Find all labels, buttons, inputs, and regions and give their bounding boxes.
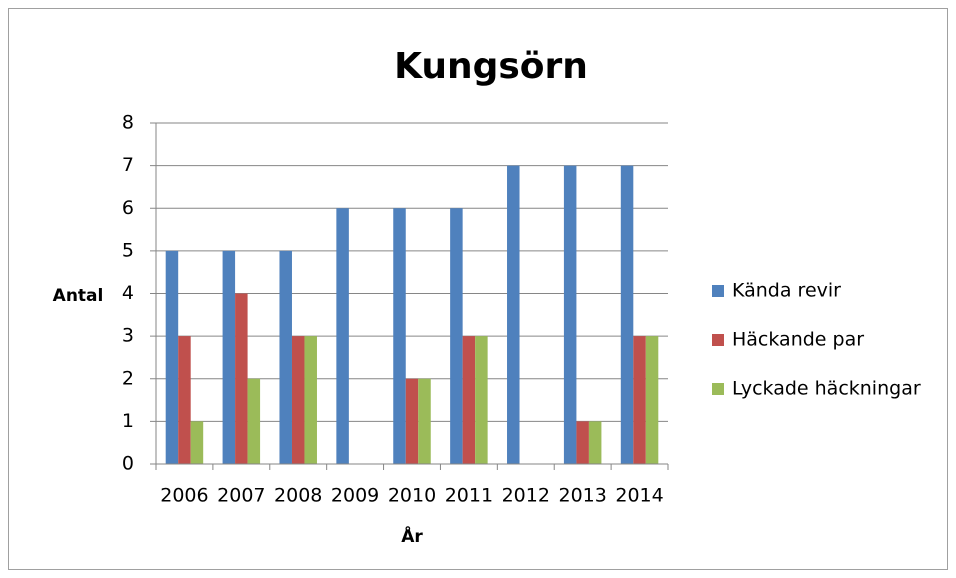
bar (450, 208, 463, 464)
bar (304, 336, 317, 464)
bar (645, 336, 659, 464)
x-tick-label: 2008 (274, 485, 322, 507)
x-tick-label: 2010 (388, 485, 436, 507)
legend-label: Lyckade häckningar (732, 378, 921, 400)
y-tick-label: 8 (122, 112, 134, 134)
bar (279, 250, 292, 464)
legend-swatch (712, 383, 724, 395)
bar (291, 336, 305, 464)
bar (178, 336, 191, 464)
bar (576, 421, 589, 464)
x-tick-label: 2006 (160, 485, 208, 507)
y-tick-label: 7 (122, 154, 134, 176)
x-tick-label: 2014 (615, 485, 663, 507)
x-axis-label: År (401, 524, 423, 547)
y-tick-label: 0 (122, 453, 134, 475)
bar (190, 421, 204, 464)
bar (235, 293, 248, 464)
y-tick-label: 2 (122, 367, 134, 389)
bar (418, 378, 431, 464)
x-tick-label: 2013 (558, 485, 606, 507)
bar (620, 165, 634, 464)
y-tick-label: 3 (122, 325, 134, 347)
bar (588, 421, 602, 464)
y-axis-label: Antal (53, 286, 104, 306)
bar (462, 336, 476, 464)
bar (507, 165, 520, 464)
bar (165, 250, 179, 464)
x-tick-label: 2007 (217, 485, 265, 507)
x-tick-label: 2009 (331, 485, 379, 507)
bar (563, 165, 577, 464)
legend-swatch (712, 334, 724, 346)
chart-title: Kungsörn (394, 46, 588, 87)
y-tick-label: 6 (122, 197, 134, 219)
bar (393, 208, 406, 464)
x-tick-label: 2011 (445, 485, 493, 507)
y-tick-label: 4 (122, 282, 134, 304)
bar (222, 250, 236, 464)
bar (475, 336, 488, 464)
bar (247, 378, 261, 464)
y-tick-label: 5 (122, 239, 134, 261)
bar (336, 208, 349, 464)
legend-label: Kända revir (732, 280, 841, 302)
bar (405, 378, 419, 464)
legend-swatch (712, 285, 724, 297)
y-tick-label: 1 (122, 410, 134, 432)
bar (633, 336, 646, 464)
chart-frame (8, 8, 948, 570)
x-tick-label: 2012 (502, 485, 550, 507)
legend-label: Häckande par (732, 329, 864, 351)
